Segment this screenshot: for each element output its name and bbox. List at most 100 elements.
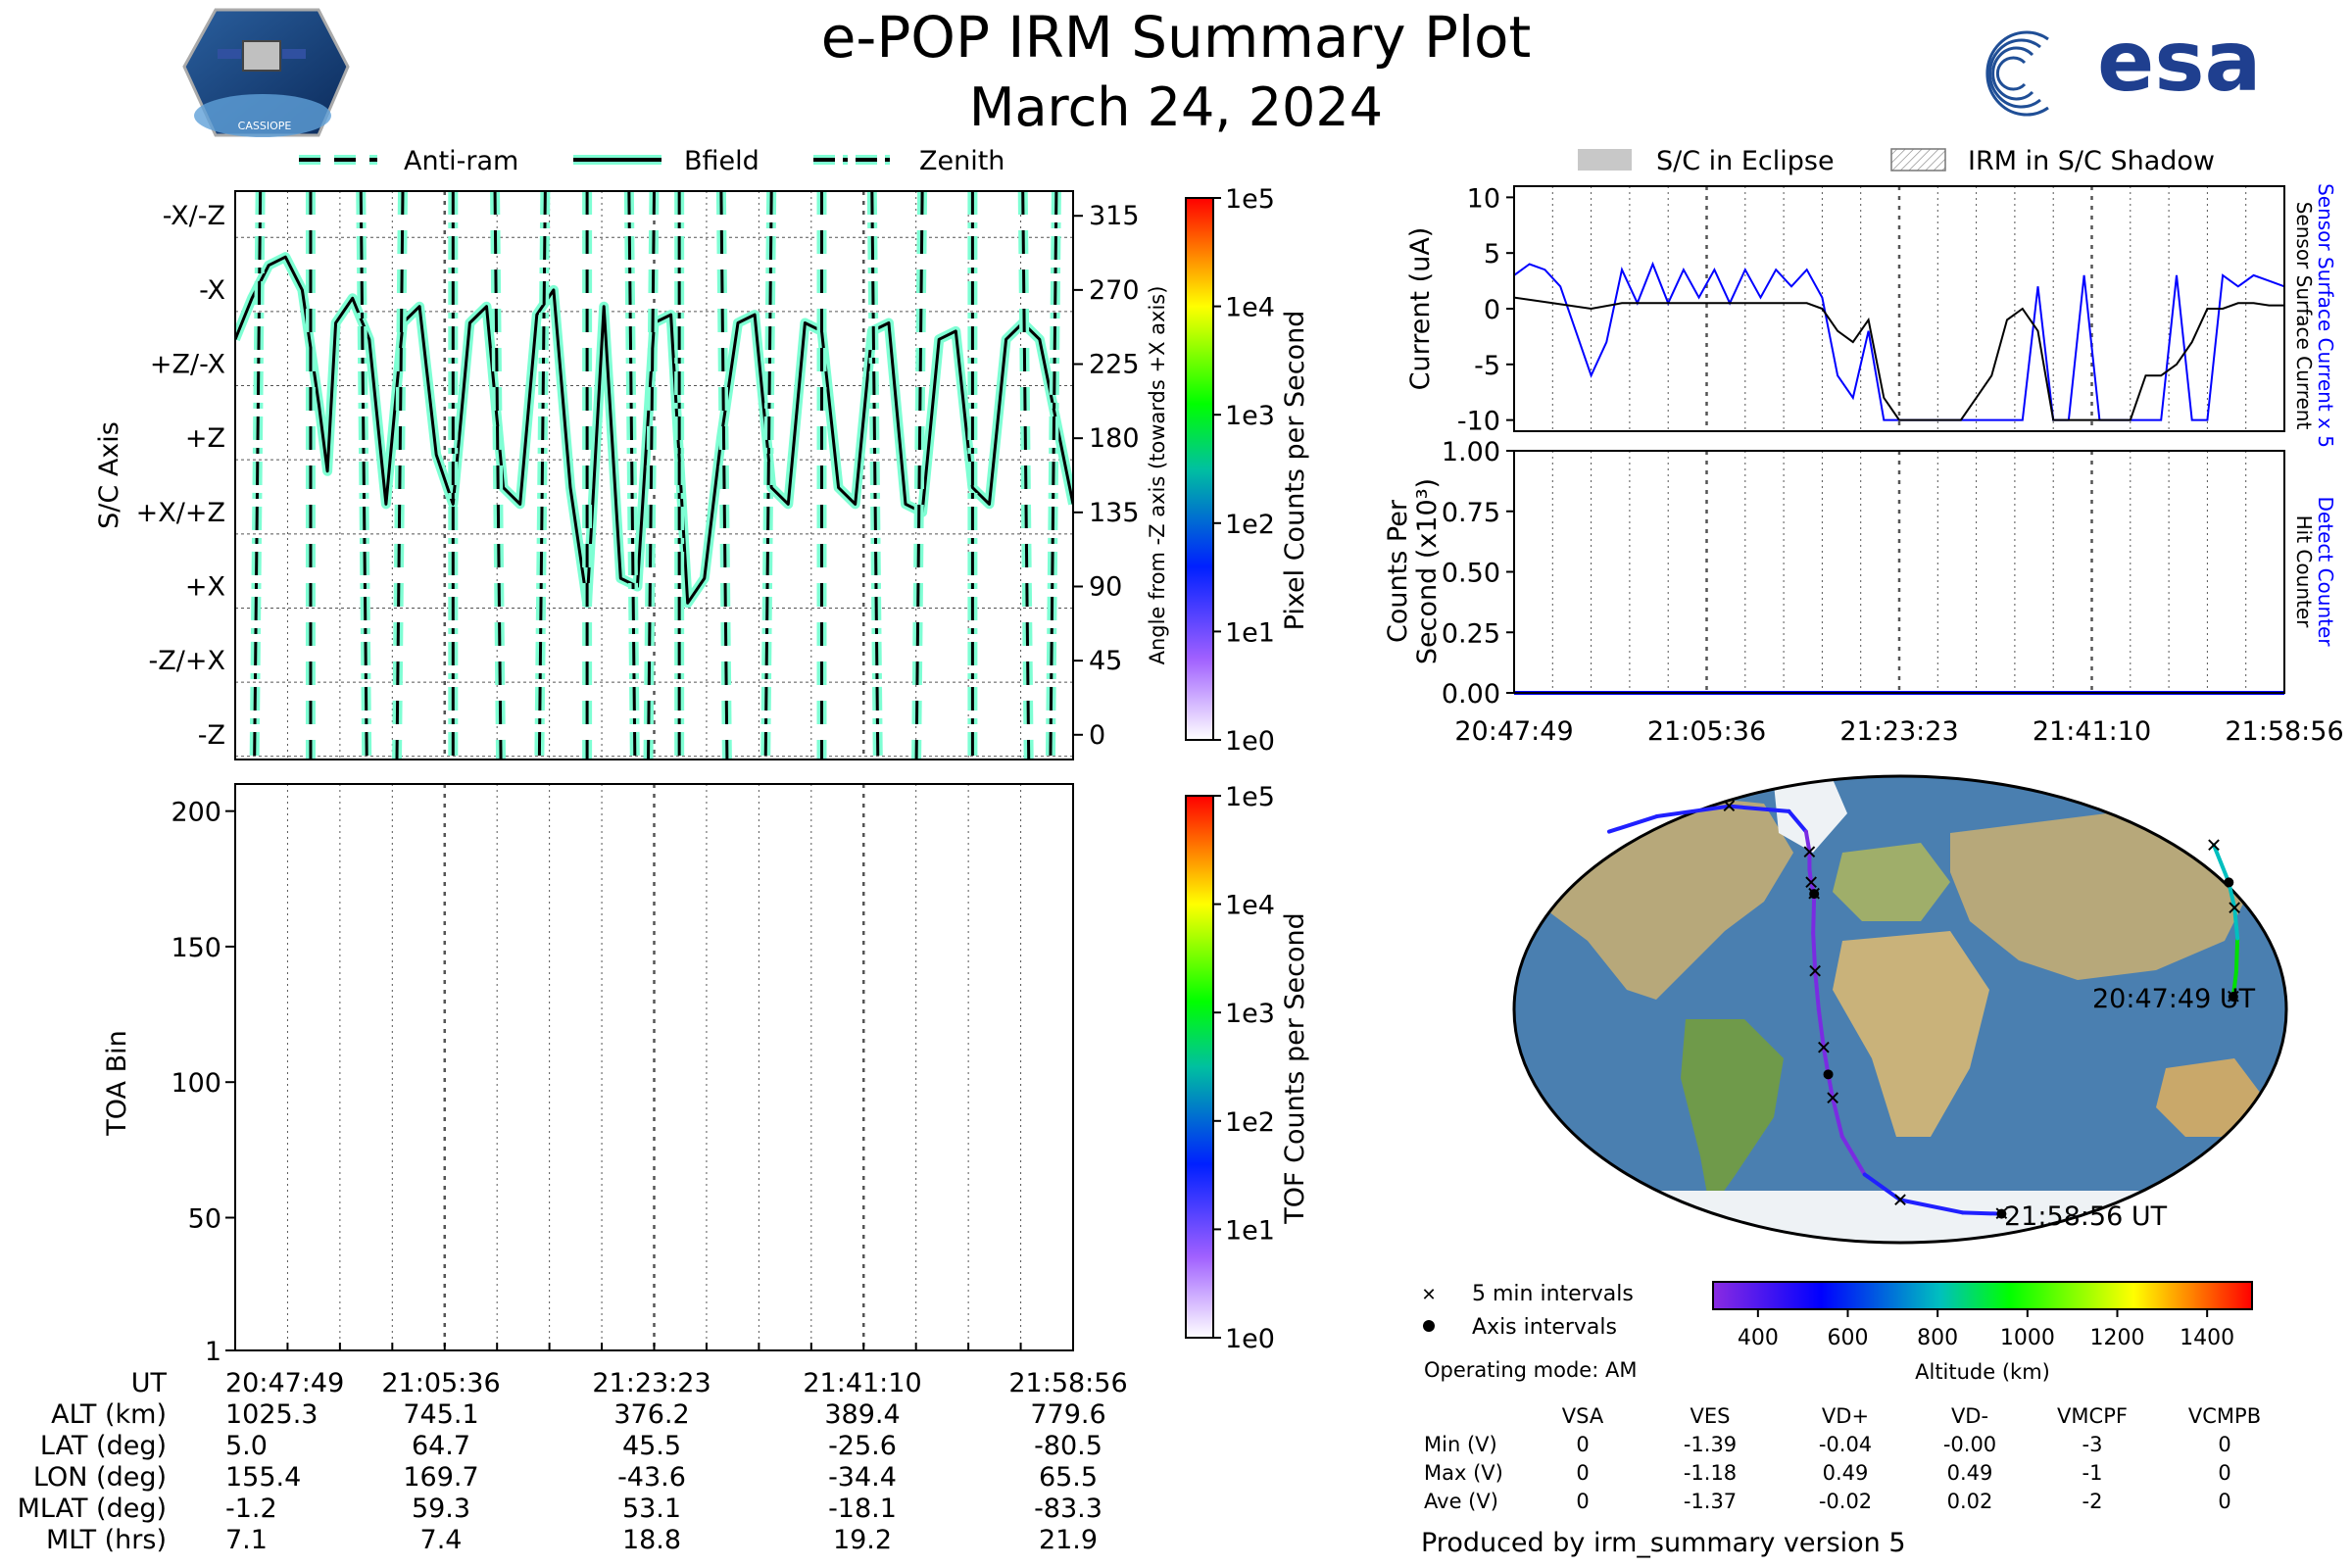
eclipse-legend: S/C in Eclipse IRM in S/C Shadow bbox=[1578, 146, 2215, 176]
track-segment bbox=[2233, 936, 2240, 974]
voltage-col-header: VMCPF bbox=[2057, 1404, 2128, 1428]
ground-track-map: ✕✕✕✕✕✕✕✕✕✕✕✕ 20:47:49 UT 21:58:56 UT bbox=[1512, 774, 2288, 1245]
counts-ylabel-2: Second (x10³) bbox=[1412, 478, 1443, 664]
y2-tick-label: 315 bbox=[1089, 201, 1140, 231]
voltage-row-label: Max (V) bbox=[1424, 1461, 1503, 1485]
esa-logo: esa bbox=[1985, 13, 2262, 117]
page-title: e-POP IRM Summary Plot bbox=[821, 4, 1532, 71]
ephemeris-cell: 65.5 bbox=[1039, 1462, 1098, 1493]
track-segment bbox=[1898, 1198, 1965, 1215]
voltage-cell: -1.39 bbox=[1684, 1433, 1737, 1456]
ephemeris-cell: 155.4 bbox=[225, 1462, 301, 1493]
colorbar-tick-label: 400 bbox=[1738, 1326, 1779, 1350]
colorbar-tick-label: 800 bbox=[1917, 1326, 1958, 1350]
current-y2label-black: Sensor Surface Current bbox=[2292, 202, 2316, 430]
voltage-row-label: Ave (V) bbox=[1424, 1490, 1498, 1513]
y-tick-label: 150 bbox=[171, 933, 221, 963]
track-segment bbox=[1787, 808, 1808, 834]
colorbar-tick-label: 600 bbox=[1828, 1326, 1869, 1350]
track-5min-marker: ✕ bbox=[1803, 870, 1820, 894]
track-segment bbox=[1960, 1210, 2004, 1216]
voltage-cell: 0 bbox=[1576, 1490, 1589, 1513]
y-tick-label: -10 bbox=[1457, 407, 1500, 437]
ephemeris-cell: -43.6 bbox=[617, 1462, 686, 1493]
ephemeris-cell: 21.9 bbox=[1039, 1525, 1098, 1555]
track-5min-marker: ✕ bbox=[1892, 1188, 1909, 1211]
ephemeris-cell: 389.4 bbox=[824, 1399, 900, 1430]
ephemeris-cell: 21:41:10 bbox=[803, 1368, 921, 1398]
anti-ram-trace bbox=[719, 191, 729, 760]
footer-text: Produced by irm_summary version 5 bbox=[1421, 1528, 1906, 1558]
y-tick-label: 5 bbox=[1484, 239, 1500, 270]
track-5min-marker: ✕ bbox=[1815, 1036, 1832, 1059]
zenith-trace bbox=[627, 191, 637, 760]
ephemeris-cell: 18.8 bbox=[622, 1525, 681, 1555]
voltage-cell: -2 bbox=[2082, 1490, 2103, 1513]
ephemeris-cell: 21:58:56 bbox=[1008, 1368, 1127, 1398]
colorbar-tick-label: 1e0 bbox=[1225, 1324, 1275, 1354]
y-tick-label: 0 bbox=[1484, 295, 1500, 325]
ephemeris-cell: 745.1 bbox=[403, 1399, 478, 1430]
x-tick-label: 20:47:49 bbox=[1454, 716, 1573, 747]
y-tick-label: +X bbox=[185, 571, 225, 602]
colorbar-tick-label: 1e1 bbox=[1225, 617, 1275, 648]
colorbar-tick-label: 1e1 bbox=[1225, 1215, 1275, 1246]
voltage-col-header: VD+ bbox=[1822, 1404, 1869, 1428]
y-tick-label: 10 bbox=[1467, 183, 1500, 214]
ephemeris-cell: -34.4 bbox=[828, 1462, 897, 1493]
zenith-trace bbox=[1049, 191, 1058, 760]
track-segment bbox=[1816, 1007, 1826, 1050]
y2-tick-label: 135 bbox=[1089, 498, 1140, 528]
orientation-panel: -Z -Z/+X +X +X/+Z +Z +Z/-X -X -X/-Z 0 45 90 135 180… bbox=[94, 190, 1169, 760]
x-tick-label: 21:05:36 bbox=[1647, 716, 1766, 747]
zenith-trace bbox=[359, 191, 368, 760]
track-segment bbox=[1862, 1172, 1902, 1202]
page-date: March 24, 2024 bbox=[969, 76, 1383, 138]
ephemeris-cell: 19.2 bbox=[833, 1525, 892, 1555]
ephemeris-cell: 376.2 bbox=[613, 1399, 689, 1430]
ephemeris-cell: 5.0 bbox=[225, 1431, 268, 1461]
anti-ram-trace bbox=[914, 191, 924, 760]
ephemeris-table: UT 20:47:49 21:05:36 21:23:23 21:41:10 21:58:… bbox=[18, 1368, 1128, 1555]
voltage-cell: -0.00 bbox=[1943, 1433, 1996, 1456]
voltage-cell: 0.49 bbox=[1947, 1461, 1993, 1485]
colorbar-tick-label: 1000 bbox=[2000, 1326, 2055, 1350]
y2-tick-label: 45 bbox=[1089, 646, 1122, 676]
track-5min-marker: ✕ bbox=[2227, 896, 2243, 919]
ephemeris-cell: 45.5 bbox=[622, 1431, 681, 1461]
y-tick-label: 50 bbox=[188, 1203, 221, 1234]
legend-eclipse: S/C in Eclipse bbox=[1656, 146, 1835, 176]
counts-ylabel-1: Counts Per bbox=[1383, 499, 1413, 643]
legend-shadow: IRM in S/C Shadow bbox=[1968, 146, 2215, 176]
legend-axis-intervals: Axis intervals bbox=[1472, 1315, 1617, 1340]
zenith-trace bbox=[537, 191, 547, 760]
cassiope-logo: CASSIOPE bbox=[182, 8, 350, 137]
track-segment bbox=[1807, 867, 1814, 885]
ephemeris-cell: 7.1 bbox=[225, 1525, 268, 1555]
voltage-cell: 0 bbox=[2218, 1490, 2230, 1513]
y-tick-label: 0.75 bbox=[1442, 498, 1500, 528]
ephemeris-cell: 21:05:36 bbox=[381, 1368, 500, 1398]
ephemeris-cell: -80.5 bbox=[1034, 1431, 1102, 1461]
voltage-cell: -0.02 bbox=[1819, 1490, 1872, 1513]
track-5min-marker: ✕ bbox=[2206, 833, 2223, 857]
counts-y2label-black: Hit Counter bbox=[2292, 515, 2316, 628]
track-5min-marker: ✕ bbox=[1721, 795, 1738, 818]
track-segment bbox=[1811, 892, 1817, 936]
x-tick-label: 21:23:23 bbox=[1839, 716, 1958, 747]
sensor-current-line bbox=[1514, 296, 2284, 421]
voltage-cell: 0 bbox=[2218, 1433, 2230, 1456]
y-tick-label: 0.25 bbox=[1442, 618, 1500, 649]
voltage-cell: -3 bbox=[2082, 1433, 2103, 1456]
altitude-colorbar: 400 600 800 1000 1200 1400 Altitude (km) bbox=[1712, 1281, 2253, 1384]
voltage-cell: -1.18 bbox=[1684, 1461, 1737, 1485]
track-axis-marker bbox=[1996, 1208, 2007, 1219]
legend-bfield: Bfield bbox=[684, 146, 760, 176]
track-5min-marker: ✕ bbox=[1825, 1087, 1841, 1110]
voltage-cell: -1.37 bbox=[1684, 1490, 1737, 1513]
legend-anti-ram: Anti-ram bbox=[404, 146, 518, 176]
agency-logo-text: esa bbox=[2097, 13, 2262, 111]
voltage-cell: 0 bbox=[1576, 1433, 1589, 1456]
legend-5min: 5 min intervals bbox=[1472, 1282, 1634, 1306]
